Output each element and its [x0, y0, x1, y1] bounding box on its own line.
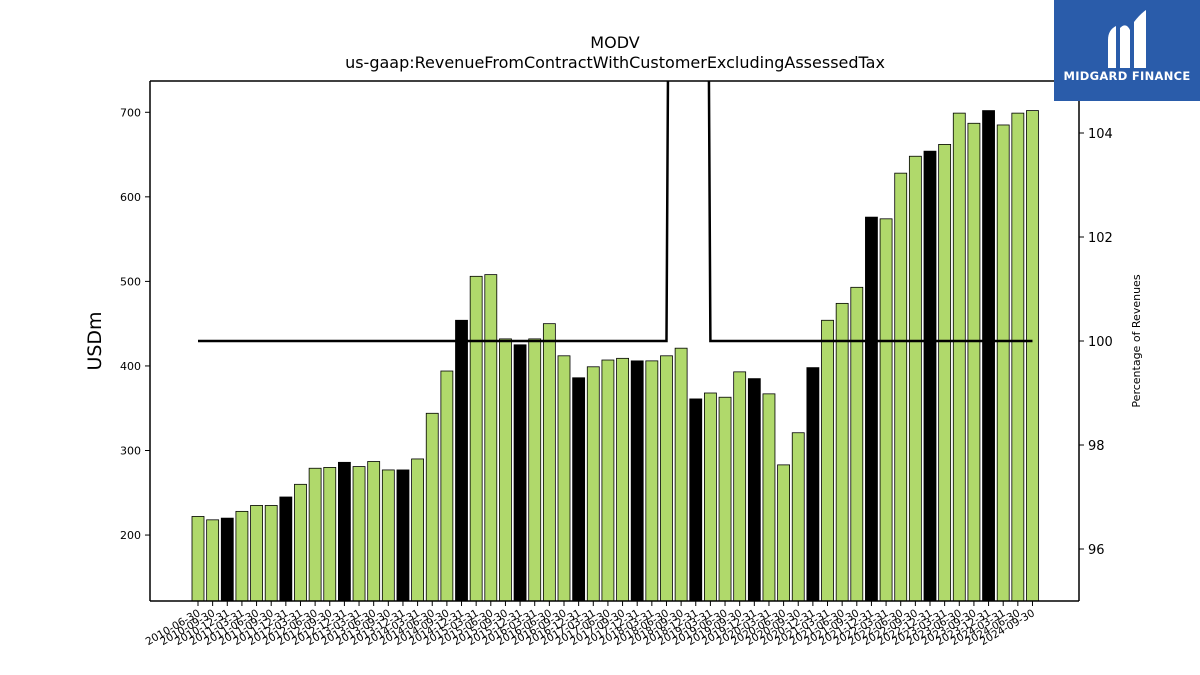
- percentage-line: [198, 81, 1033, 343]
- bar: [733, 371, 747, 602]
- y-tick-label: 700: [120, 106, 141, 119]
- bar: [850, 286, 864, 602]
- bar: [396, 469, 410, 602]
- y2-tick-label: 96: [1088, 543, 1105, 558]
- bar: [1011, 112, 1025, 602]
- bar: [279, 496, 293, 602]
- y2-axis-label: Percentage of Revenues: [1130, 274, 1143, 407]
- bar: [952, 112, 966, 602]
- bar: [206, 519, 220, 602]
- bar: [996, 124, 1010, 602]
- bar: [908, 155, 922, 602]
- bar: [938, 144, 952, 602]
- bar: [777, 464, 790, 602]
- midgard-logo: MIDGARD FINANCE: [1054, 0, 1200, 101]
- bar: [601, 359, 615, 602]
- bar: [469, 275, 483, 602]
- y-tick-label: 300: [120, 444, 141, 457]
- y2-tick-label: 100: [1088, 335, 1113, 350]
- bar: [660, 355, 673, 602]
- chart-subtitle: us-gaap:RevenueFromContractWithCustomerE…: [345, 53, 885, 72]
- bar: [455, 319, 468, 602]
- bar: [352, 466, 366, 602]
- bar: [323, 467, 337, 602]
- bar: [821, 319, 834, 602]
- bar: [235, 510, 249, 602]
- bar: [586, 366, 600, 602]
- y-tick-label: 200: [120, 529, 141, 542]
- y-tick-label: 400: [120, 360, 141, 373]
- bar: [923, 150, 937, 602]
- bar: [835, 302, 849, 602]
- bar: [557, 355, 571, 602]
- bar: [865, 216, 878, 602]
- bar: [381, 469, 395, 602]
- bar: [191, 516, 205, 602]
- bar: [718, 396, 732, 602]
- bar: [616, 357, 629, 602]
- bar: [689, 398, 703, 602]
- bar: [674, 347, 688, 602]
- bar: [982, 110, 995, 602]
- bar: [264, 505, 278, 602]
- bar: [528, 338, 542, 602]
- bar: [704, 392, 717, 602]
- bar: [425, 412, 439, 602]
- bar: [440, 370, 454, 602]
- y-axis-label: USDm: [84, 311, 106, 370]
- bar: [308, 467, 322, 602]
- chart-title: MODV: [590, 33, 640, 52]
- bar: [1026, 110, 1039, 602]
- bar: [250, 505, 263, 602]
- bar: [499, 338, 512, 602]
- bar: [791, 432, 805, 602]
- y-tick-label: 500: [120, 275, 141, 288]
- bar: [294, 483, 307, 602]
- y2-tick-label: 102: [1088, 231, 1113, 246]
- midgard-logo-icon: [1108, 10, 1146, 68]
- bar: [762, 393, 776, 602]
- bar: [806, 367, 820, 602]
- bar: [747, 378, 761, 602]
- y2-tick-label: 98: [1088, 439, 1105, 454]
- bar: [484, 274, 498, 602]
- bar: [967, 122, 981, 602]
- bar: [367, 461, 381, 602]
- bar: [645, 360, 659, 602]
- bar: [879, 218, 893, 602]
- y2-tick-label: 104: [1088, 127, 1113, 142]
- bar: [513, 344, 527, 602]
- bar: [220, 517, 234, 602]
- bar: [337, 461, 351, 602]
- bar: [630, 360, 644, 602]
- bar: [894, 172, 908, 602]
- bar: [411, 458, 425, 602]
- logo-text: MIDGARD FINANCE: [1063, 69, 1191, 83]
- y-tick-label: 600: [120, 191, 141, 204]
- bar: [542, 323, 556, 602]
- bar: [572, 377, 586, 602]
